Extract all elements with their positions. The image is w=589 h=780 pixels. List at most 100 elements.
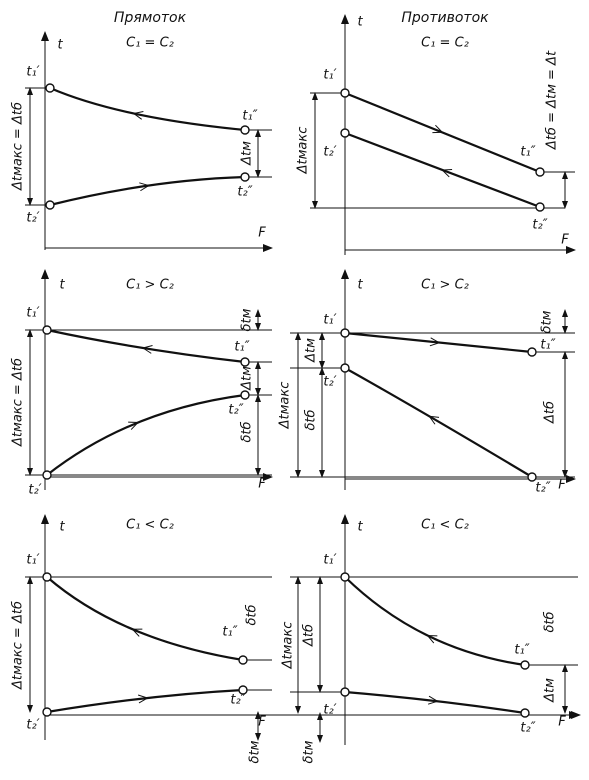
end-point bbox=[340, 572, 350, 582]
temperature-curve bbox=[46, 688, 244, 714]
label: Δtмакс = Δtб bbox=[11, 358, 26, 447]
flow-arrow bbox=[128, 421, 140, 430]
flow-arrow bbox=[427, 695, 439, 705]
end-point bbox=[238, 685, 248, 695]
label: t₁″ bbox=[520, 145, 535, 160]
label: t₂″ bbox=[230, 693, 245, 708]
label: F bbox=[558, 478, 566, 493]
label: t₁′ bbox=[26, 553, 39, 568]
end-point bbox=[42, 707, 52, 717]
label: δtм bbox=[240, 308, 255, 331]
label: t₁″ bbox=[514, 643, 529, 658]
flow-arrow bbox=[432, 124, 444, 134]
end-point bbox=[340, 363, 350, 373]
flow-arrow bbox=[426, 634, 438, 644]
end-point bbox=[238, 655, 248, 665]
flow-arrow bbox=[441, 168, 453, 178]
label: t₂″ bbox=[535, 481, 550, 496]
end-point bbox=[535, 167, 545, 177]
label: Δtмакс bbox=[278, 382, 293, 430]
label: F bbox=[561, 233, 569, 248]
label: t₁″ bbox=[222, 625, 237, 640]
flow-arrow bbox=[139, 182, 150, 192]
label: F bbox=[258, 477, 266, 492]
end-point bbox=[340, 328, 350, 338]
label: t₁′ bbox=[323, 68, 336, 83]
label: t₂′ bbox=[26, 718, 39, 733]
flow-arrow bbox=[132, 110, 144, 120]
label: F bbox=[258, 715, 266, 730]
end-point bbox=[42, 325, 52, 335]
temperature-curve bbox=[49, 86, 246, 132]
label: t bbox=[357, 15, 363, 30]
end-point bbox=[240, 357, 250, 367]
end-point bbox=[340, 687, 350, 697]
end-point bbox=[340, 128, 350, 138]
label: δtб bbox=[543, 611, 558, 632]
end-point bbox=[535, 202, 545, 212]
flow-arrow bbox=[429, 337, 441, 347]
end-point bbox=[45, 200, 55, 210]
temperature-curve bbox=[344, 367, 533, 478]
label: δtм bbox=[248, 740, 263, 763]
condition: C₁ = C₂ bbox=[421, 36, 469, 51]
label: t₁″ bbox=[242, 109, 257, 124]
label: t bbox=[357, 520, 363, 535]
label: F bbox=[558, 715, 566, 730]
label: δtм bbox=[302, 740, 317, 763]
label: t bbox=[59, 520, 65, 535]
label: Δtб = Δtм = Δt bbox=[545, 50, 560, 150]
label: t₂″ bbox=[532, 218, 547, 233]
end-point bbox=[527, 472, 537, 482]
flow-arrow bbox=[141, 345, 153, 354]
label: t₁′ bbox=[26, 65, 39, 80]
label: Δtб bbox=[543, 401, 558, 424]
label: t₁′ bbox=[323, 553, 336, 568]
label: t bbox=[59, 278, 65, 293]
label: Δtм bbox=[304, 338, 319, 363]
label: t₁′ bbox=[323, 313, 336, 328]
temperature-curve bbox=[46, 328, 246, 364]
label: δtб bbox=[245, 604, 260, 625]
condition: C₁ < C₂ bbox=[126, 518, 174, 533]
condition: C₁ = C₂ bbox=[126, 36, 174, 51]
end-point bbox=[240, 172, 250, 182]
end-point bbox=[240, 125, 250, 135]
temperature-curve bbox=[46, 393, 246, 476]
label: Δtм bbox=[543, 678, 558, 703]
end-point bbox=[45, 83, 55, 93]
end-point bbox=[520, 660, 530, 670]
label: Δtм bbox=[240, 141, 255, 166]
label: Δtмакс bbox=[281, 622, 296, 670]
end-point bbox=[240, 390, 250, 400]
label: Δtб bbox=[302, 624, 317, 647]
label: Δtмакс bbox=[296, 127, 311, 175]
temperature-curve bbox=[46, 576, 244, 662]
label: t₂′ bbox=[323, 703, 336, 718]
label: t₁″ bbox=[540, 338, 555, 353]
end-point bbox=[340, 88, 350, 98]
label: Δtм bbox=[240, 366, 255, 391]
end-point bbox=[42, 470, 52, 480]
temperature-curve bbox=[344, 576, 526, 667]
label: t₂″ bbox=[520, 721, 535, 736]
end-point bbox=[520, 708, 530, 718]
temperature-curve bbox=[49, 175, 246, 207]
label: δtб bbox=[304, 409, 319, 430]
label: t₁′ bbox=[26, 306, 39, 321]
label: δtм bbox=[540, 310, 555, 333]
label: t₂′ bbox=[323, 145, 336, 160]
label: t₂″ bbox=[237, 185, 252, 200]
label: t bbox=[57, 38, 63, 53]
end-point bbox=[42, 572, 52, 582]
label: t₂″ bbox=[228, 403, 243, 418]
flow-arrow bbox=[428, 415, 440, 425]
label: δtб bbox=[240, 421, 255, 442]
label: t₂′ bbox=[26, 211, 39, 226]
end-point bbox=[527, 347, 537, 357]
header: Прямоток bbox=[114, 10, 187, 26]
label: t₂′ bbox=[323, 375, 336, 390]
condition: C₁ > C₂ bbox=[421, 278, 469, 293]
